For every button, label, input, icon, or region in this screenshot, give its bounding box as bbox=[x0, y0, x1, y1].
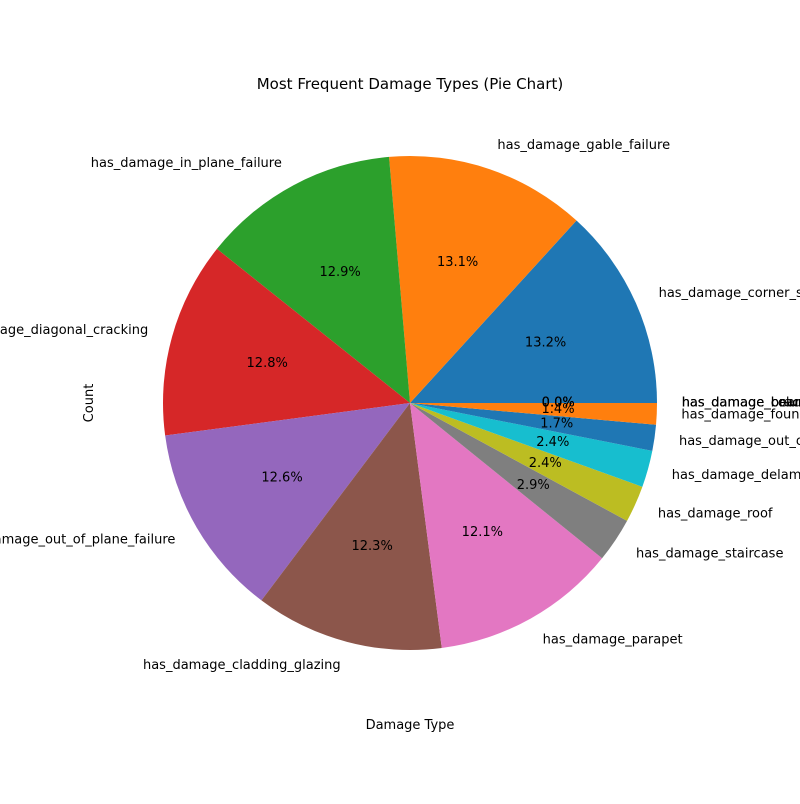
y-axis-label: Count bbox=[82, 384, 97, 423]
slice-label-has-damage-delamination: has_damage_delamination bbox=[672, 468, 800, 483]
slice-label-has-damage-diagonal-cracking: has_damage_diagonal_cracking bbox=[0, 323, 148, 338]
slice-label-has-damage-parapet: has_damage_parapet bbox=[543, 633, 683, 648]
slice-label-has-damage-foundation: has_damage_foundation bbox=[681, 407, 800, 422]
percent-label-has-damage-gable-failure: 13.1% bbox=[437, 255, 478, 270]
slice-labels: has_damage_corner_separation has_damage_g… bbox=[0, 138, 800, 673]
pie-slice-has-damage-gable-failure bbox=[389, 156, 577, 403]
slice-label-has-damage-out-of-plane-walls: has_damage_out_of_plane_walls bbox=[679, 434, 800, 449]
percent-label-has-damage-corner-separation: 13.2% bbox=[525, 336, 566, 351]
slice-label-has-damage-bracing: has_damage_bracing bbox=[682, 396, 800, 411]
pie-slice-has-damage-out-of-plane-walls bbox=[410, 403, 657, 451]
pie-slice-has-damage-cladding-glazing bbox=[261, 403, 442, 650]
percent-label-has-damage-column: 0.0% bbox=[542, 396, 575, 411]
percent-label-has-damage-bracing: 0.0% bbox=[542, 396, 575, 411]
percent-label-has-damage-cladding-glazing: 12.3% bbox=[352, 539, 393, 554]
pie-slice-has-damage-foundation bbox=[410, 403, 657, 425]
percent-label-has-damage-out-of-plane-failure: 12.6% bbox=[261, 470, 302, 485]
slice-label-has-damage-beam: has_damage_beam bbox=[682, 396, 800, 411]
slice-label-has-damage-in-plane-failure: has_damage_in_plane_failure bbox=[91, 156, 282, 171]
slice-label-has-damage-column: has_damage_column bbox=[682, 396, 800, 411]
percent-label-has-damage-delamination: 2.4% bbox=[536, 435, 569, 450]
percent-label-has-damage-foundation: 1.4% bbox=[542, 402, 575, 417]
chart-title: Most Frequent Damage Types (Pie Chart) bbox=[257, 75, 564, 93]
pie-slice-has-damage-out-of-plane-failure bbox=[165, 403, 410, 601]
pie-slice-has-damage-staircase bbox=[410, 403, 628, 559]
pie-slice-has-damage-parapet bbox=[410, 403, 603, 648]
slice-label-has-damage-corner-separation: has_damage_corner_separation bbox=[659, 286, 800, 301]
slice-label-has-damage-cladding-glazing: has_damage_cladding_glazing bbox=[143, 658, 341, 673]
slice-label-has-damage-gable-failure: has_damage_gable_failure bbox=[497, 138, 670, 153]
slice-label-has-damage-roof: has_damage_roof bbox=[658, 507, 773, 522]
slice-label-has-damage-out-of-plane-failure: has_damage_out_of_plane_failure bbox=[0, 533, 175, 548]
pie-slice-has-damage-delamination bbox=[410, 403, 653, 487]
x-axis-label: Damage Type bbox=[366, 718, 455, 733]
pie-slice-has-damage-diagonal-cracking bbox=[162, 248, 410, 436]
pie-slice-has-damage-roof bbox=[410, 403, 643, 521]
pie-slices bbox=[162, 156, 657, 650]
percent-label-has-damage-diagonal-cracking: 12.8% bbox=[247, 356, 288, 371]
percent-label-has-damage-roof: 2.4% bbox=[529, 456, 562, 471]
slice-label-has-damage-staircase: has_damage_staircase bbox=[636, 546, 783, 561]
percent-label-has-damage-in-plane-failure: 12.9% bbox=[319, 265, 360, 280]
percent-labels: 13.2% 13.1% 12.9% 12.8% 12.6% 12.3% 12.1% 2.9% 2… bbox=[247, 255, 575, 554]
percent-label-has-damage-beam: 0.0% bbox=[542, 396, 575, 411]
percent-label-has-damage-parapet: 12.1% bbox=[462, 525, 503, 540]
percent-label-has-damage-out-of-plane-walls: 1.7% bbox=[540, 416, 573, 431]
percent-label-has-damage-staircase: 2.9% bbox=[517, 478, 550, 493]
pie-slice-has-damage-corner-separation bbox=[410, 220, 657, 403]
pie-slice-has-damage-in-plane-failure bbox=[216, 156, 410, 403]
